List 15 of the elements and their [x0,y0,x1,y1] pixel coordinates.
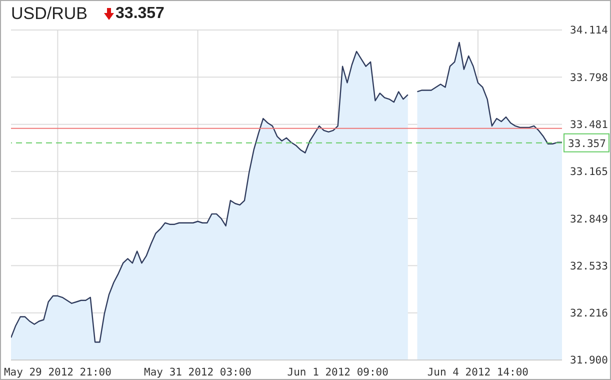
x-tick-label: Jun 1 2012 09:00 [287,366,388,378]
chart-title: USD/RUB [11,4,88,24]
y-tick-label: 34.114 [570,24,608,37]
y-tick-label: 32.533 [570,260,608,272]
y-tick-label: 33.481 [570,119,608,132]
y-tick-label: 33.165 [570,166,608,178]
y-tick-label: 33.798 [570,72,608,84]
x-tick-label: May 29 2012 21:00 [4,366,112,378]
y-tick-label: 32.849 [570,213,608,226]
chart-subtitle: 33.357 [116,5,164,23]
y-tick-label: 32.216 [570,308,608,320]
x-tick-label: May 31 2012 03:00 [144,366,252,378]
x-tick-label: Jun 4 2012 14:00 [427,366,529,378]
y-tick-label: 31.900 [570,354,608,367]
ref-line-label: 33.357 [568,138,606,150]
